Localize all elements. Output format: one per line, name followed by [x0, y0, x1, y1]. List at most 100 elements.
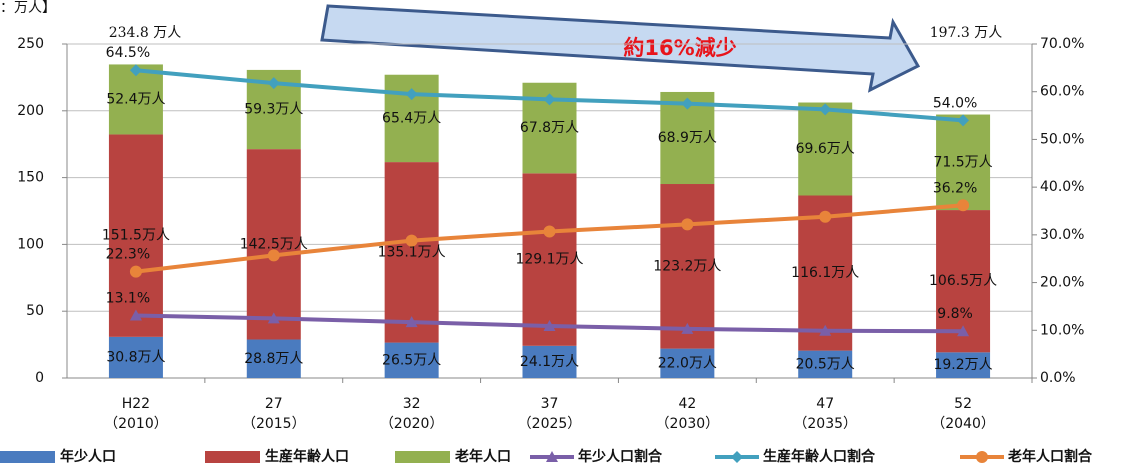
line-marker [543, 319, 556, 331]
y-tick-label: 150 [17, 170, 44, 186]
x-tick-label: H22 [122, 396, 150, 412]
line-marker [819, 210, 832, 223]
bar-segment [660, 184, 715, 349]
bar-value-label: 123.2万人 [653, 258, 721, 274]
legend-label: 年少人口 [60, 448, 116, 465]
bar-segment [108, 134, 163, 337]
bar-value-label: 24.1万人 [520, 354, 579, 370]
legend-swatch [205, 451, 260, 463]
decrease-arrow [320, 4, 921, 93]
legend-label: 老年人口割合 [1008, 448, 1093, 465]
bar-segment [384, 342, 439, 378]
x-tick-label: 27 [265, 396, 283, 412]
line-marker [819, 324, 832, 336]
bar-value-label: 22.0万人 [658, 355, 717, 371]
bar-value-label: 67.8万人 [520, 120, 579, 136]
y2-tick-label: 20.0% [1040, 275, 1084, 291]
line-marker [957, 199, 970, 212]
x-tick-year: （2015） [242, 416, 306, 432]
line-marker [405, 316, 418, 328]
x-tick-label: 42 [678, 396, 696, 412]
bar-segment [798, 350, 853, 378]
legend-swatch [0, 451, 55, 463]
y2-tick-label: 0.0% [1040, 370, 1076, 386]
bar-segment [660, 348, 715, 378]
bar-value-label: 65.4万人 [382, 110, 441, 126]
line-marker [267, 77, 280, 90]
y-tick-label: 200 [17, 103, 44, 119]
bar-value-label: 19.2万人 [933, 357, 992, 373]
bar-value-label: 59.3万人 [244, 102, 303, 118]
y-tick-label: 50 [26, 303, 44, 319]
bar-value-label: 71.5万人 [933, 154, 992, 170]
bar-segment [798, 102, 853, 196]
legend-label: 生産年齢人口 [265, 448, 349, 465]
line-value-label: 22.3% [106, 247, 150, 263]
legend-label: 老年人口 [455, 448, 511, 465]
legend-swatch [395, 451, 450, 463]
bar-value-label: 69.6万人 [796, 141, 855, 157]
y-tick-label: 0 [35, 370, 44, 386]
x-tick-year: （2025） [518, 416, 582, 432]
line-value-label: 54.0% [933, 95, 977, 111]
legend-label: 生産年齢人口割合 [763, 448, 876, 465]
x-tick-year: （2030） [656, 416, 720, 432]
line-value-label: 13.1% [106, 290, 150, 306]
bar-value-label: 135.1万人 [378, 244, 446, 260]
line-marker [957, 114, 970, 127]
bar-value-label: 129.1万人 [515, 252, 583, 268]
line-marker [267, 312, 280, 324]
x-tick-year: （2010） [104, 416, 168, 432]
y-tick-label: 250 [17, 36, 44, 52]
bar-value-label: 20.5万人 [796, 356, 855, 372]
bar-segment [246, 339, 301, 378]
x-tick-label: 37 [541, 396, 559, 412]
legend-label: 年少人口割合 [578, 448, 663, 465]
line-marker [543, 93, 556, 106]
bar-value-label: 151.5万人 [102, 228, 170, 244]
line-marker [129, 309, 142, 321]
x-tick-label: 52 [954, 396, 972, 412]
bar-segment [522, 173, 577, 346]
line-marker [129, 64, 142, 77]
y-tick-label: 100 [17, 236, 44, 252]
y2-tick-label: 60.0% [1040, 84, 1084, 100]
y2-tick-label: 40.0% [1040, 179, 1084, 195]
y2-tick-label: 70.0% [1040, 36, 1084, 52]
line-marker [681, 97, 694, 110]
x-tick-label: 47 [816, 396, 834, 412]
line-value-label: 9.8% [937, 306, 973, 322]
bar-segment [522, 345, 577, 378]
bar-value-label: 106.5万人 [929, 273, 997, 289]
line-marker [731, 451, 743, 463]
y2-tick-label: 50.0% [1040, 131, 1084, 147]
line-value-label: 64.5% [106, 45, 150, 61]
line-marker [405, 234, 418, 247]
bar-value-label: 52.4万人 [106, 91, 165, 107]
line-marker [546, 451, 558, 462]
line-marker [976, 451, 988, 463]
bar-value-label: 116.1万人 [791, 265, 859, 281]
bar-segment [384, 162, 439, 343]
total-end: 197.3 万人 [930, 25, 1003, 41]
change-note: 約16%減少 [623, 36, 736, 60]
line-marker [957, 325, 970, 337]
bar-value-label: 68.9万人 [658, 130, 717, 146]
line-marker [819, 103, 832, 116]
bar-value-label: 26.5万人 [382, 352, 441, 368]
x-tick-label: 32 [403, 396, 421, 412]
bar-segment [108, 336, 163, 378]
bar-segment [936, 114, 991, 211]
unit-note: ：万人】 [0, 0, 56, 16]
line-marker [405, 88, 418, 101]
bar-value-label: 28.8万人 [244, 351, 303, 367]
line-marker [681, 322, 694, 334]
x-tick-year: （2035） [793, 416, 857, 432]
bar-value-label: 30.8万人 [106, 349, 165, 365]
line-marker [543, 225, 556, 238]
total-start: 234.8 万人 [109, 25, 182, 41]
x-tick-year: （2020） [380, 416, 444, 432]
y2-tick-label: 10.0% [1040, 322, 1084, 338]
y2-tick-label: 30.0% [1040, 227, 1084, 243]
